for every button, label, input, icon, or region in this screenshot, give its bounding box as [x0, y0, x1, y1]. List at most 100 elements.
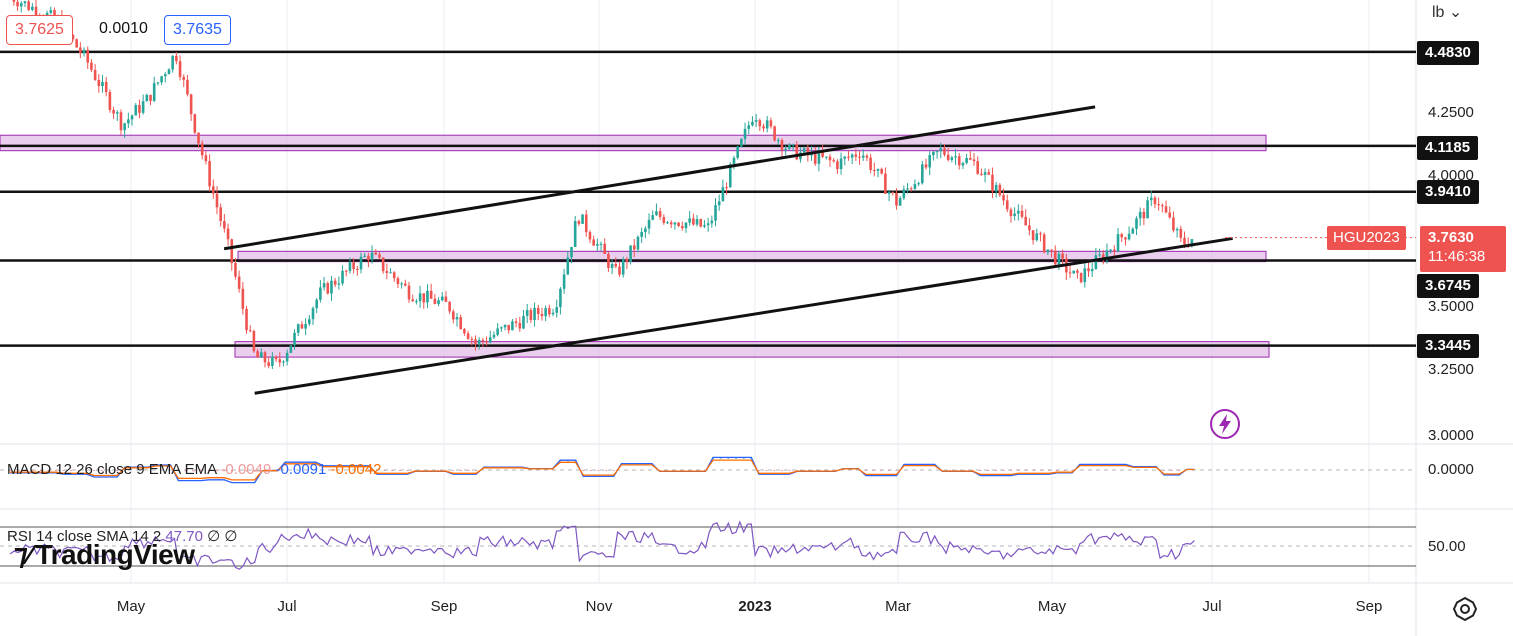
macd-histogram-bar — [1040, 470, 1043, 471]
candle-body — [629, 245, 632, 262]
candle-body — [507, 324, 511, 331]
candle-body — [485, 341, 488, 343]
candle-body — [149, 94, 152, 101]
candle-body — [167, 69, 171, 75]
candle-body — [596, 244, 599, 246]
candle-body — [1079, 272, 1083, 283]
candle-body — [178, 61, 182, 77]
macd-histogram-bar — [177, 470, 180, 472]
candle-body — [1028, 225, 1031, 231]
candle-body — [127, 119, 130, 124]
macd-histogram-bar — [24, 470, 27, 471]
candle-body — [902, 189, 906, 199]
settings-gear-icon[interactable] — [1452, 596, 1478, 622]
candle-body — [108, 92, 112, 110]
candle-body — [843, 156, 847, 159]
unit-selector[interactable]: lb ⌄ — [1432, 2, 1462, 22]
candle-body — [193, 114, 197, 133]
macd-histogram-bar — [108, 470, 111, 471]
candle-body — [692, 218, 695, 225]
macd-histogram-bar — [864, 470, 867, 471]
candle-body — [821, 151, 824, 157]
candles-group — [12, 0, 1194, 370]
candle-body — [134, 105, 138, 116]
candle-body — [223, 221, 226, 229]
macd-histogram-bar — [727, 457, 730, 460]
candle-body — [245, 308, 248, 331]
macd-histogram-bar — [467, 470, 470, 471]
time-label: Jul — [277, 598, 297, 615]
candle-body — [921, 164, 924, 184]
candle-body — [548, 308, 551, 315]
macd-histogram-bar — [880, 470, 883, 471]
candle-body — [452, 311, 455, 320]
candle-body — [994, 184, 998, 192]
candle-body — [1009, 209, 1013, 217]
candle-body — [736, 146, 739, 158]
tradingview-logo[interactable]: ⁊⁄ TradingView — [14, 538, 195, 571]
candle-body — [932, 151, 935, 156]
candle-body — [274, 356, 278, 360]
candle-body — [832, 160, 835, 162]
candle-body — [370, 252, 374, 261]
macd-histogram-bar — [47, 470, 50, 471]
candle-body — [983, 172, 987, 175]
macd-histogram-bar — [70, 470, 73, 471]
candle-body — [175, 55, 178, 62]
candle-body — [891, 192, 895, 194]
candle-body — [1005, 200, 1009, 210]
candle-body — [1120, 234, 1124, 238]
macd-histogram-bar — [1010, 470, 1013, 471]
candle-body — [559, 288, 562, 308]
candle-body — [802, 148, 806, 153]
bid-price-box[interactable]: 3.7625 — [6, 15, 73, 45]
candle-body — [418, 293, 422, 302]
macd-histogram-bar — [253, 470, 256, 472]
candle-body — [392, 272, 396, 279]
macd-histogram-bar — [605, 470, 608, 471]
candle-body — [566, 257, 570, 275]
candle-body — [296, 324, 300, 333]
candle-body — [115, 112, 119, 114]
candle-body — [621, 259, 625, 275]
candle-body — [455, 317, 459, 320]
candle-body — [1164, 206, 1168, 213]
candle-body — [337, 283, 341, 285]
candle-body — [381, 257, 385, 272]
candle-body — [625, 259, 629, 262]
time-label: May — [116, 598, 146, 615]
candle-body — [954, 156, 957, 158]
candle-body — [813, 152, 817, 164]
candle-body — [1179, 228, 1183, 238]
rsi-legend[interactable]: RSI 14 close SMA 14 2 47.70 ∅ ∅ — [7, 527, 237, 545]
candle-body — [389, 272, 392, 274]
candle-body — [130, 115, 134, 120]
candle-body — [965, 158, 968, 163]
candle-body — [540, 313, 544, 317]
candle-body — [1127, 233, 1131, 240]
macd-histogram-bar — [39, 470, 42, 471]
candle-body — [326, 283, 330, 294]
unit-label: lb — [1432, 4, 1445, 21]
candle-body — [518, 322, 522, 329]
macd-histogram-bar — [1025, 470, 1028, 471]
macd-histogram-bar — [1193, 469, 1196, 471]
price-tick: 3.5000 — [1428, 298, 1474, 315]
candle-body — [522, 315, 525, 329]
candle-body — [230, 239, 234, 264]
candle-body — [1190, 239, 1194, 247]
macd-histogram-bar — [459, 470, 462, 471]
candle-body — [1002, 195, 1005, 201]
macd-histogram-bar — [55, 470, 58, 471]
ask-price-box[interactable]: 3.7635 — [164, 15, 231, 45]
candle-body — [884, 173, 887, 194]
candle-body — [607, 253, 610, 269]
lightning-icon[interactable] — [1209, 408, 1241, 440]
candle-body — [160, 76, 163, 83]
candle-body — [584, 214, 588, 233]
candle-body — [237, 276, 241, 289]
macd-legend[interactable]: MACD 12 26 close 9 EMA EMA -0.0049 -0.00… — [7, 461, 381, 478]
symbol-badge[interactable]: HGU2023 — [1327, 226, 1406, 250]
candle-body — [470, 338, 474, 340]
